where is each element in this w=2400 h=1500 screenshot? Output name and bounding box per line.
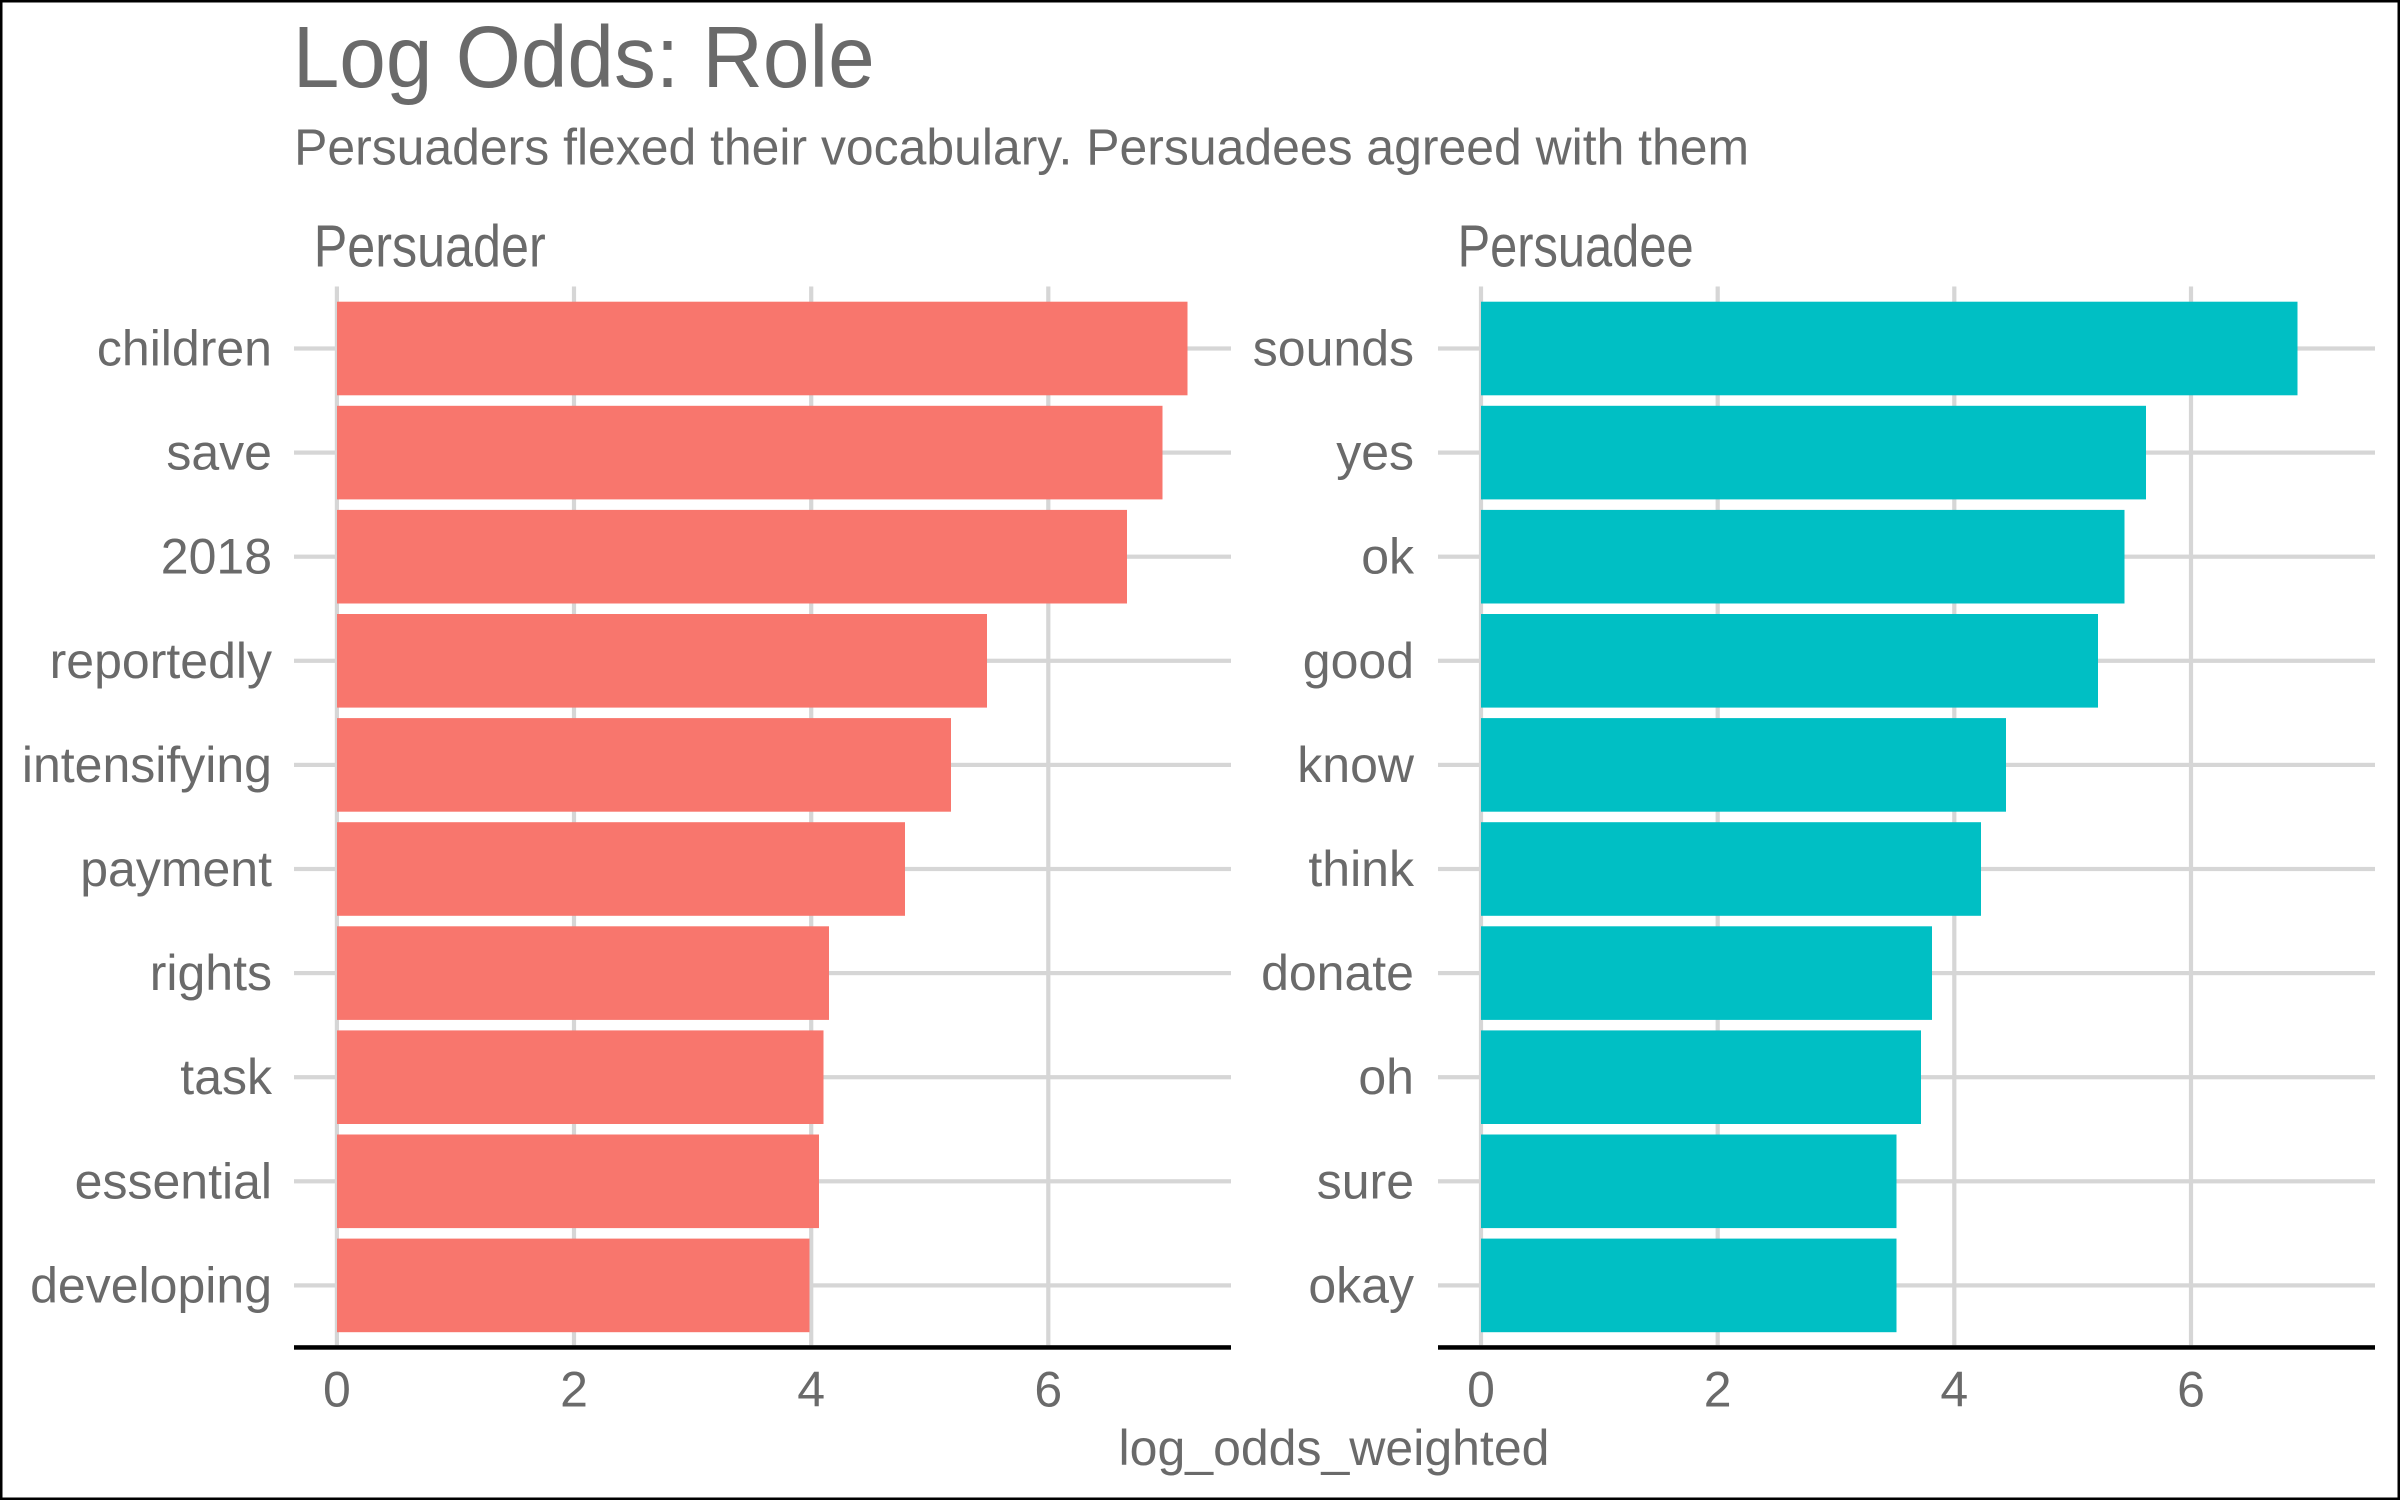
svg-text:intensifying: intensifying [22, 737, 272, 793]
svg-text:0: 0 [323, 1362, 351, 1418]
svg-text:sounds: sounds [1253, 321, 1414, 377]
svg-text:developing: developing [30, 1257, 272, 1313]
svg-text:oh: oh [1358, 1049, 1414, 1105]
svg-text:rights: rights [150, 945, 272, 1001]
svg-text:Persuadee: Persuadee [1458, 214, 1694, 280]
svg-text:2: 2 [1704, 1362, 1732, 1418]
svg-text:task: task [180, 1049, 273, 1105]
svg-text:Log Odds: Role: Log Odds: Role [293, 9, 875, 106]
svg-text:ok: ok [1361, 529, 1415, 585]
svg-text:sure: sure [1317, 1153, 1414, 1209]
svg-text:know: know [1297, 737, 1415, 793]
svg-text:Persuaders flexed their vocabu: Persuaders flexed their vocabulary. Pers… [294, 119, 1749, 176]
svg-text:2: 2 [560, 1362, 588, 1418]
svg-text:2018: 2018 [161, 529, 272, 585]
svg-text:6: 6 [2177, 1362, 2205, 1418]
svg-text:good: good [1303, 633, 1414, 689]
svg-text:log_odds_weighted: log_odds_weighted [1119, 1420, 1550, 1476]
svg-text:think: think [1308, 841, 1415, 897]
svg-text:reportedly: reportedly [50, 633, 272, 689]
svg-text:4: 4 [797, 1362, 825, 1418]
svg-text:save: save [166, 425, 272, 481]
svg-text:donate: donate [1261, 945, 1414, 1001]
svg-text:6: 6 [1034, 1362, 1062, 1418]
svg-text:4: 4 [1940, 1362, 1968, 1418]
svg-text:yes: yes [1336, 425, 1414, 481]
svg-text:essential: essential [75, 1153, 272, 1209]
svg-text:payment: payment [80, 841, 272, 897]
svg-text:children: children [97, 321, 272, 377]
svg-text:Persuader: Persuader [314, 214, 546, 280]
svg-text:okay: okay [1308, 1257, 1414, 1313]
svg-text:0: 0 [1467, 1362, 1495, 1418]
